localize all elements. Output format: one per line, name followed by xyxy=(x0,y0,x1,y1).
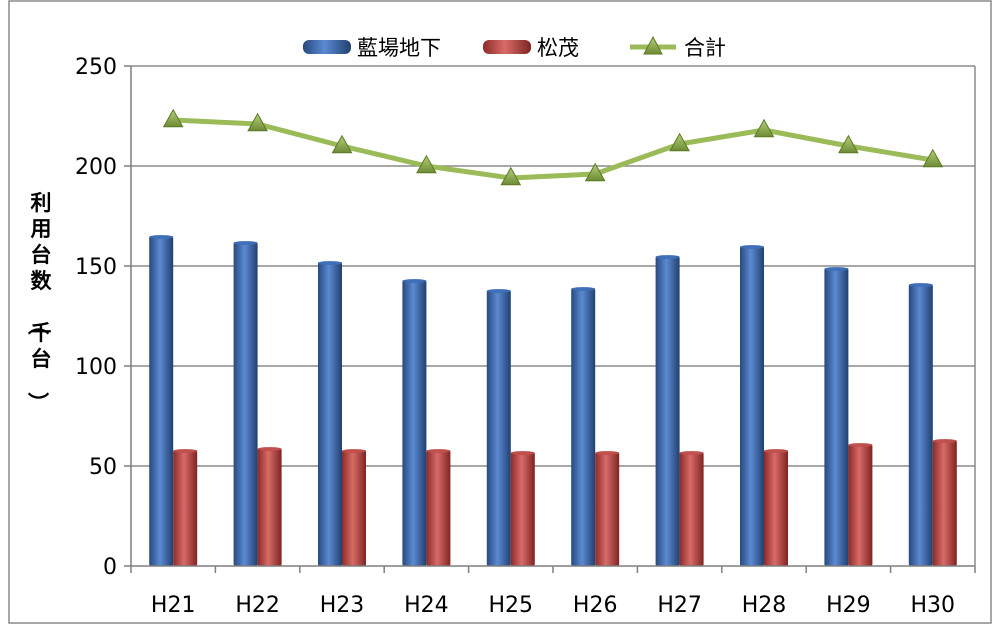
x-tick-label: H26 xyxy=(573,593,618,618)
bar-藍場地下-H29 xyxy=(824,268,849,566)
bar-藍場地下-H26 xyxy=(571,288,596,566)
point-合計-H25 xyxy=(500,166,522,186)
bar-松茂-H23 xyxy=(342,450,366,566)
bar-cap xyxy=(318,261,342,265)
bar-cap xyxy=(510,451,535,455)
bar-藍場地下-H27 xyxy=(655,256,680,566)
bar-藍場地下-H22 xyxy=(233,242,258,566)
x-tick-label: H27 xyxy=(657,593,702,618)
bar-cap xyxy=(173,449,198,453)
bar-cap xyxy=(848,443,873,447)
y-axis-label-char: 利 xyxy=(31,191,52,215)
bar-cap xyxy=(932,439,957,443)
bar-松茂-H25 xyxy=(510,452,535,566)
x-tick-label: H29 xyxy=(826,593,871,618)
bar-cap xyxy=(571,287,596,291)
y-axis-label-char: （ xyxy=(26,314,50,335)
legend-label: 藍場地下 xyxy=(357,36,441,60)
bar-cap xyxy=(426,449,451,453)
point-合計-H22 xyxy=(247,112,268,132)
y-tick-label: 150 xyxy=(75,255,117,280)
bar-cap xyxy=(233,241,258,245)
legend-swatch xyxy=(483,40,531,54)
bar-cap xyxy=(824,267,849,271)
bar-藍場地下-H24 xyxy=(402,280,427,566)
point-合計-H28 xyxy=(753,118,775,138)
x-tick-label: H22 xyxy=(235,593,280,618)
bar-藍場地下-H23 xyxy=(318,262,342,566)
bar-松茂-H28 xyxy=(764,450,788,566)
y-tick-label: 250 xyxy=(75,55,117,80)
axis-layer: 0 50 100 150 200 250 H21 H22 H23 H24 H25 H26 H27 H28 H… xyxy=(75,55,976,618)
y-axis-label-char: 台 xyxy=(31,347,52,371)
bar-松茂-H26 xyxy=(595,452,620,566)
y-axis-label-char: ） xyxy=(26,392,50,413)
point-合計-H26 xyxy=(584,162,606,182)
y-axis-label-char: 数 xyxy=(31,269,53,293)
x-tick-label: H25 xyxy=(489,593,534,618)
bar-cap xyxy=(149,235,174,239)
bar-cap xyxy=(486,289,511,293)
legend: 藍場地下 松茂 合計 xyxy=(303,35,726,60)
bar-松茂-H29 xyxy=(848,444,873,566)
bar-layer xyxy=(149,235,957,566)
bar-cap xyxy=(257,447,282,451)
x-tick-label: H30 xyxy=(911,593,956,618)
y-tick-label: 50 xyxy=(89,455,117,480)
line-合計 xyxy=(173,117,934,181)
bar-藍場地下-H28 xyxy=(740,246,764,566)
bar-藍場地下-H30 xyxy=(908,284,933,566)
x-tick-label: H28 xyxy=(742,593,787,618)
point-合計-H23 xyxy=(331,134,353,154)
point-合計-H27 xyxy=(669,132,690,152)
y-tick-label: 200 xyxy=(75,155,117,180)
bar-cap xyxy=(595,451,620,455)
y-axis-label: 利用台数（千台） xyxy=(26,191,53,413)
legend-label: 合計 xyxy=(684,36,726,60)
point-合計-H24 xyxy=(416,154,437,174)
bar-松茂-H24 xyxy=(426,450,451,566)
x-tick-label: H24 xyxy=(404,593,449,618)
x-tick-label: H21 xyxy=(151,593,196,618)
legend-marker xyxy=(643,35,663,55)
bar-cap xyxy=(740,245,764,249)
legend-item-松茂: 松茂 xyxy=(483,36,579,60)
bar-cap xyxy=(679,451,704,455)
x-tick-label: H23 xyxy=(320,593,365,618)
y-axis-label-char: 台 xyxy=(31,243,52,267)
point-合計-H29 xyxy=(838,134,859,154)
bar-cap xyxy=(655,255,680,259)
bar-cap xyxy=(764,449,788,453)
y-axis-label-char: 用 xyxy=(31,217,52,241)
bar-cap xyxy=(908,283,933,287)
legend-item-合計: 合計 xyxy=(630,35,726,60)
point-合計-H30 xyxy=(922,148,944,168)
y-tick-label: 0 xyxy=(103,555,117,580)
bar-藍場地下-H21 xyxy=(149,236,174,566)
bar-藍場地下-H25 xyxy=(486,290,511,566)
line-layer xyxy=(162,108,944,186)
bar-cap xyxy=(342,449,366,453)
legend-item-藍場地下: 藍場地下 xyxy=(303,36,441,60)
legend-swatch xyxy=(303,40,351,54)
bar-松茂-H22 xyxy=(257,448,282,566)
bar-松茂-H30 xyxy=(932,440,957,566)
bar-松茂-H27 xyxy=(679,452,704,566)
point-合計-H21 xyxy=(162,108,184,128)
bar-松茂-H21 xyxy=(173,450,198,566)
y-axis-label-char: 千 xyxy=(31,321,52,345)
legend-label: 松茂 xyxy=(537,36,579,60)
y-tick-label: 100 xyxy=(75,355,117,380)
bar-cap xyxy=(402,279,427,283)
